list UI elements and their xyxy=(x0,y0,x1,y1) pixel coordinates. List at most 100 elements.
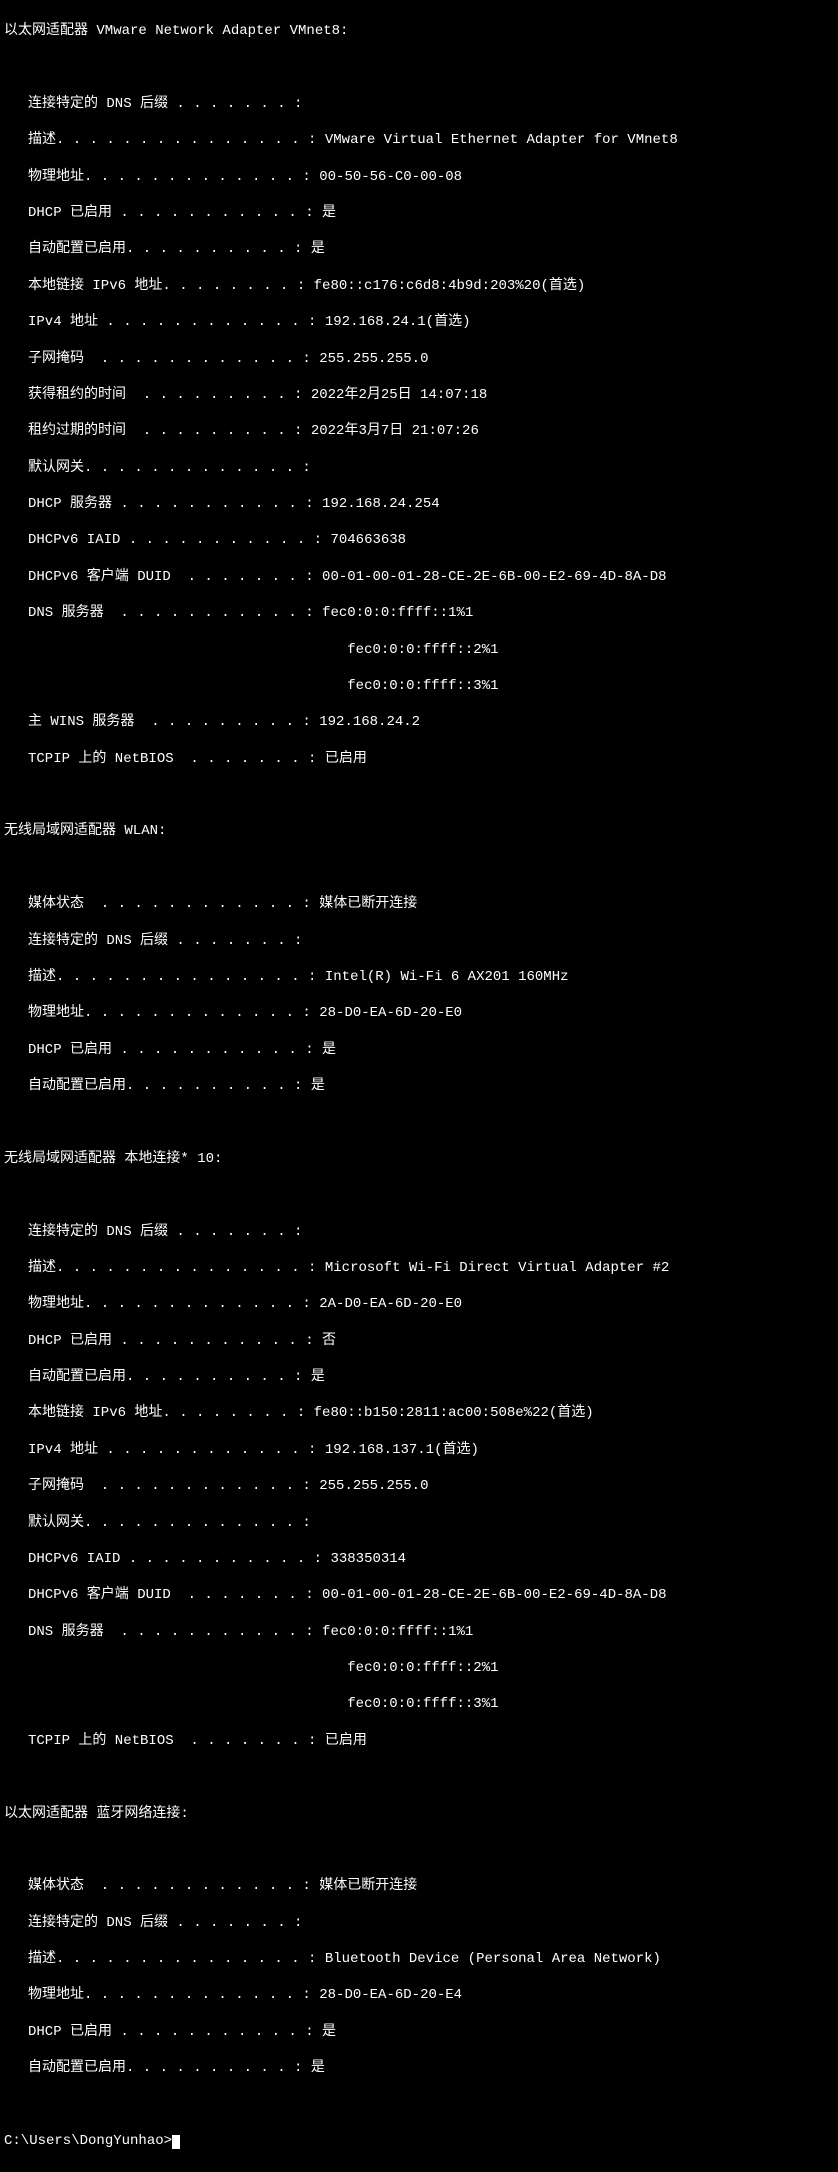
field-label: 自动配置已启用. . . . . . . . . . : xyxy=(28,1369,302,1385)
field-row: 连接特定的 DNS 后缀 . . . . . . . : xyxy=(4,932,834,950)
field-value: 00-01-00-01-28-CE-2E-6B-00-E2-69-4D-8A-D… xyxy=(322,569,666,585)
field-label: 默认网关. . . . . . . . . . . . . : xyxy=(28,1515,311,1531)
field-row: 自动配置已启用. . . . . . . . . . : 是 xyxy=(4,1368,834,1386)
field-row: 默认网关. . . . . . . . . . . . . : xyxy=(4,1514,834,1532)
field-label: DHCP 已启用 . . . . . . . . . . . : xyxy=(28,1333,314,1349)
field-value: 255.255.255.0 xyxy=(319,351,428,367)
adapter-header: 以太网适配器 VMware Network Adapter VMnet8: xyxy=(4,22,834,40)
field-label: 描述. . . . . . . . . . . . . . . : xyxy=(28,132,316,148)
field-row: DHCP 已启用 . . . . . . . . . . . : 否 xyxy=(4,1332,834,1350)
field-row: 媒体状态 . . . . . . . . . . . . : 媒体已断开连接 xyxy=(4,1877,834,1895)
field-label: 子网掩码 . . . . . . . . . . . . : xyxy=(28,1478,311,1494)
field-row: 描述. . . . . . . . . . . . . . . : Blueto… xyxy=(4,1950,834,1968)
field-label: DHCPv6 客户端 DUID . . . . . . . : xyxy=(28,569,314,585)
field-label: DHCP 已启用 . . . . . . . . . . . : xyxy=(28,1042,314,1058)
field-label: DNS 服务器 . . . . . . . . . . . : xyxy=(28,605,314,621)
field-pad xyxy=(28,678,347,694)
field-row: 描述. . . . . . . . . . . . . . . : VMware… xyxy=(4,131,834,149)
field-row: DHCPv6 IAID . . . . . . . . . . . : 7046… xyxy=(4,531,834,549)
field-value: 00-01-00-01-28-CE-2E-6B-00-E2-69-4D-8A-D… xyxy=(322,1587,666,1603)
field-label: DHCPv6 IAID . . . . . . . . . . . : xyxy=(28,532,322,548)
field-label: IPv4 地址 . . . . . . . . . . . . : xyxy=(28,314,316,330)
field-row: 主 WINS 服务器 . . . . . . . . . : 192.168.2… xyxy=(4,713,834,731)
field-label: 自动配置已启用. . . . . . . . . . : xyxy=(28,2060,302,2076)
field-row: IPv4 地址 . . . . . . . . . . . . : 192.16… xyxy=(4,313,834,331)
field-value: 已启用 xyxy=(325,751,367,767)
field-row: 物理地址. . . . . . . . . . . . . : 00-50-56… xyxy=(4,168,834,186)
field-value: 2022年3月7日 21:07:26 xyxy=(311,423,479,439)
field-label: DHCPv6 客户端 DUID . . . . . . . : xyxy=(28,1587,314,1603)
field-row: 媒体状态 . . . . . . . . . . . . : 媒体已断开连接 xyxy=(4,895,834,913)
field-label: 自动配置已启用. . . . . . . . . . : xyxy=(28,241,302,257)
prompt-text: C:\Users\DongYunhao> xyxy=(4,2133,172,2149)
field-label: DHCP 已启用 . . . . . . . . . . . : xyxy=(28,2024,314,2040)
field-row: DHCPv6 客户端 DUID . . . . . . . : 00-01-00… xyxy=(4,1586,834,1604)
field-label: 主 WINS 服务器 . . . . . . . . . : xyxy=(28,714,311,730)
field-label: 获得租约的时间 . . . . . . . . . : xyxy=(28,387,302,403)
field-value: 192.168.24.1(首选) xyxy=(325,314,471,330)
field-row: 自动配置已启用. . . . . . . . . . : 是 xyxy=(4,240,834,258)
adapter-header: 无线局域网适配器 WLAN: xyxy=(4,822,834,840)
field-value: 是 xyxy=(322,205,336,221)
field-label: TCPIP 上的 NetBIOS . . . . . . . : xyxy=(28,1733,316,1749)
field-row: DNS 服务器 . . . . . . . . . . . : fec0:0:0… xyxy=(4,1623,834,1641)
blank-line xyxy=(4,1841,834,1859)
field-label: 默认网关. . . . . . . . . . . . . : xyxy=(28,460,311,476)
field-row: 连接特定的 DNS 后缀 . . . . . . . : xyxy=(4,1223,834,1241)
field-row: DHCP 已启用 . . . . . . . . . . . : 是 xyxy=(4,1041,834,1059)
field-value: 媒体已断开连接 xyxy=(319,896,417,912)
field-row: 连接特定的 DNS 后缀 . . . . . . . : xyxy=(4,1914,834,1932)
field-label: 连接特定的 DNS 后缀 . . . . . . . : xyxy=(28,96,302,112)
blank-line xyxy=(4,1186,834,1204)
field-value: 媒体已断开连接 xyxy=(319,1878,417,1894)
terminal-output: 以太网适配器 VMware Network Adapter VMnet8: 连接… xyxy=(0,0,838,2172)
command-prompt-line[interactable]: C:\Users\DongYunhao> xyxy=(4,2132,834,2150)
field-value: 是 xyxy=(322,1042,336,1058)
field-value: 是 xyxy=(311,241,325,257)
field-row: IPv4 地址 . . . . . . . . . . . . : 192.16… xyxy=(4,1441,834,1459)
field-value: fe80::c176:c6d8:4b9d:203%20(首选) xyxy=(314,278,586,294)
field-value: 已启用 xyxy=(325,1733,367,1749)
field-value: 255.255.255.0 xyxy=(319,1478,428,1494)
field-label: DNS 服务器 . . . . . . . . . . . : xyxy=(28,1624,314,1640)
field-label: DHCP 已启用 . . . . . . . . . . . : xyxy=(28,205,314,221)
blank-line xyxy=(4,59,834,77)
field-row: 描述. . . . . . . . . . . . . . . : Micros… xyxy=(4,1259,834,1277)
field-value: 192.168.137.1(首选) xyxy=(325,1442,479,1458)
field-value: 192.168.24.2 xyxy=(319,714,420,730)
field-value: 338350314 xyxy=(330,1551,406,1567)
adapter-header: 无线局域网适配器 本地连接* 10: xyxy=(4,1150,834,1168)
field-value: 否 xyxy=(322,1333,336,1349)
field-row: 本地链接 IPv6 地址. . . . . . . . : fe80::c176… xyxy=(4,277,834,295)
field-value: fec0:0:0:ffff::2%1 xyxy=(347,642,498,658)
field-row: fec0:0:0:ffff::3%1 xyxy=(4,1695,834,1713)
field-row: 描述. . . . . . . . . . . . . . . : Intel(… xyxy=(4,968,834,986)
cursor-icon xyxy=(172,2135,180,2149)
field-label: DHCPv6 IAID . . . . . . . . . . . : xyxy=(28,1551,322,1567)
field-value: VMware Virtual Ethernet Adapter for VMne… xyxy=(325,132,678,148)
field-row: fec0:0:0:ffff::3%1 xyxy=(4,677,834,695)
field-value: 2A-D0-EA-6D-20-E0 xyxy=(319,1296,462,1312)
field-label: 子网掩码 . . . . . . . . . . . . : xyxy=(28,351,311,367)
field-label: 物理地址. . . . . . . . . . . . . : xyxy=(28,1005,311,1021)
field-label: 描述. . . . . . . . . . . . . . . : xyxy=(28,1951,316,1967)
field-row: DHCPv6 IAID . . . . . . . . . . . : 3383… xyxy=(4,1550,834,1568)
field-label: 自动配置已启用. . . . . . . . . . : xyxy=(28,1078,302,1094)
field-value: fec0:0:0:ffff::1%1 xyxy=(322,605,473,621)
adapter-header: 以太网适配器 蓝牙网络连接: xyxy=(4,1805,834,1823)
field-label: 媒体状态 . . . . . . . . . . . . : xyxy=(28,1878,311,1894)
field-row: 自动配置已启用. . . . . . . . . . : 是 xyxy=(4,1077,834,1095)
field-value: 是 xyxy=(322,2024,336,2040)
field-label: 连接特定的 DNS 后缀 . . . . . . . : xyxy=(28,1915,302,1931)
field-label: 连接特定的 DNS 后缀 . . . . . . . : xyxy=(28,1224,302,1240)
field-row: 默认网关. . . . . . . . . . . . . : xyxy=(4,459,834,477)
field-row: TCPIP 上的 NetBIOS . . . . . . . : 已启用 xyxy=(4,1732,834,1750)
field-row: 物理地址. . . . . . . . . . . . . : 28-D0-EA… xyxy=(4,1986,834,2004)
field-row: 获得租约的时间 . . . . . . . . . : 2022年2月25日 1… xyxy=(4,386,834,404)
field-value: fec0:0:0:ffff::1%1 xyxy=(322,1624,473,1640)
field-row: 自动配置已启用. . . . . . . . . . : 是 xyxy=(4,2059,834,2077)
field-row: 子网掩码 . . . . . . . . . . . . : 255.255.2… xyxy=(4,350,834,368)
field-value: 是 xyxy=(311,1369,325,1385)
field-row: DHCP 已启用 . . . . . . . . . . . : 是 xyxy=(4,2023,834,2041)
field-value: 704663638 xyxy=(330,532,406,548)
